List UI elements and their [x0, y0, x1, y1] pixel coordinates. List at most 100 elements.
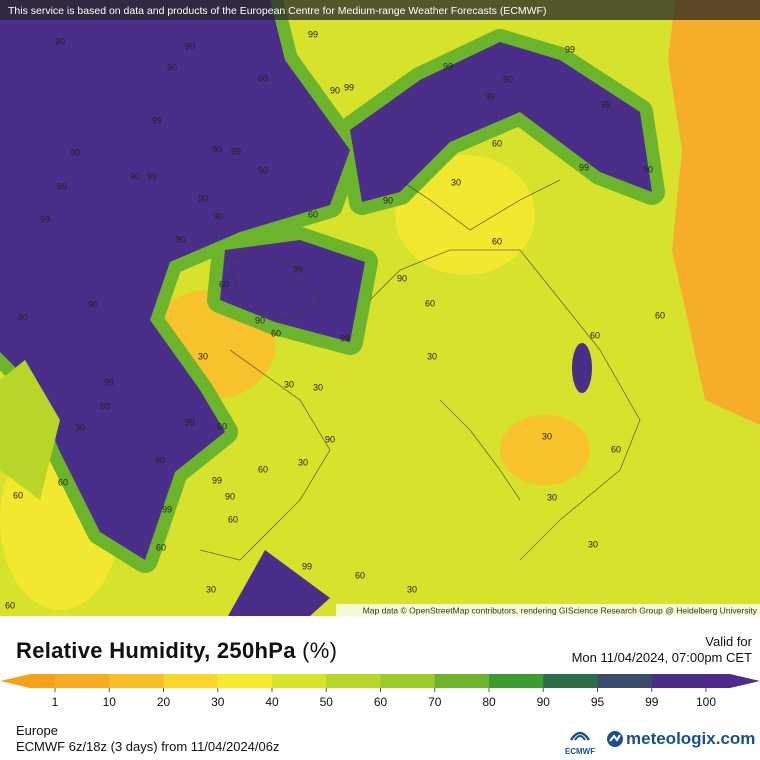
contour-label: 60	[156, 542, 166, 552]
legend-swatch	[543, 674, 598, 688]
contour-label: 99	[40, 214, 50, 224]
contour-label: 90	[330, 85, 340, 95]
contour-label: 30	[198, 351, 208, 361]
legend-arrow	[0, 674, 55, 688]
contour-label: 99	[57, 181, 67, 191]
ecmwf-text: ECMWF	[564, 747, 596, 756]
valid-label: Valid for	[705, 634, 752, 649]
legend-swatch	[326, 674, 381, 688]
contour-label: 60	[228, 514, 238, 524]
contour-label: 60	[308, 209, 318, 219]
footer-info: Europe ECMWF 6z/18z (3 days) from 11/04/…	[16, 723, 279, 755]
contour-label: 90	[55, 36, 65, 46]
legend-swatch	[55, 674, 110, 688]
contour-label: 90	[255, 315, 265, 325]
model-run: ECMWF 6z/18z (3 days) from 11/04/2024/06…	[16, 739, 280, 754]
contour-label: 90	[18, 312, 28, 322]
ecmwf-attribution: This service is based on data and produc…	[8, 5, 546, 17]
contour-label: 90	[155, 455, 165, 465]
contour-label: 90	[213, 211, 223, 221]
contour-label: 30	[407, 584, 417, 594]
map-attribution: Map data © OpenStreetMap contributors, r…	[363, 605, 758, 615]
contour-label: 30	[75, 422, 85, 432]
attribution-bg	[336, 604, 760, 616]
contour-label: 99	[344, 82, 354, 92]
contour-label: 90	[383, 195, 393, 205]
contour-label: 90	[325, 434, 335, 444]
contour-label: 90	[70, 147, 80, 157]
contour-label: 99	[579, 162, 589, 172]
legend-swatch	[489, 674, 544, 688]
colorbar: 1 10 20 30 40 50 60 70 80 90 95 99 100	[0, 674, 760, 709]
contour-label: 30	[298, 457, 308, 467]
header-bar	[0, 0, 760, 20]
contour-label: 99	[293, 264, 303, 274]
legend-swatch	[597, 674, 653, 688]
legend-swatch	[109, 674, 164, 688]
contour-label: 90	[176, 234, 186, 244]
title: Relative Humidity, 250hPa (%)	[16, 638, 337, 664]
region: Europe	[16, 723, 58, 738]
contour-label: 99	[308, 29, 318, 39]
contour-label: 60	[425, 298, 435, 308]
contour-label: 60	[590, 330, 600, 340]
contour-label: 90	[503, 74, 513, 84]
contour-label: 30	[313, 382, 323, 392]
coastlines	[199, 179, 641, 561]
contour-label: 60	[219, 279, 229, 289]
dry-area	[668, 0, 760, 425]
ecmwf-logo: ECMWF	[560, 728, 600, 756]
contour-label: 30	[284, 379, 294, 389]
contour-label: 99	[340, 333, 350, 343]
dry-area	[395, 155, 535, 275]
contour-label: 99	[302, 561, 312, 571]
legend-swatch	[272, 674, 327, 688]
contour-label: 90	[198, 193, 208, 203]
contour-label: 60	[258, 73, 268, 83]
contour-label: 90	[212, 144, 222, 154]
legend-tick-label: 95	[591, 695, 605, 709]
contour-label: 30	[547, 492, 557, 502]
legend-tick-label: 99	[645, 695, 659, 709]
contour-label: 60	[58, 477, 68, 487]
legend-swatch	[434, 674, 490, 688]
contour-label: 30	[588, 539, 598, 549]
valid-time: Mon 11/04/2024, 07:00pm CET	[571, 650, 752, 665]
legend-swatch	[651, 674, 707, 688]
saturated-area	[0, 0, 652, 616]
legend-tick-label: 90	[537, 695, 551, 709]
contour-label: 60	[217, 421, 227, 431]
meteologix-text: meteologix.com	[626, 729, 756, 748]
legend-swatch	[217, 674, 273, 688]
legend-tick-label: 1	[52, 695, 59, 709]
contour-label: 90	[167, 62, 177, 72]
map: 90 90 99 60 90 90 99 99 90 99 99 99 99 90 90 99 90 99 99 90…	[0, 0, 760, 616]
contour-label: 60	[492, 138, 502, 148]
legend-tick-label: 40	[265, 695, 279, 709]
meteologix-logo: meteologix.com	[606, 729, 755, 749]
contour-label: 99	[162, 504, 172, 514]
legend-tick-label: 80	[482, 695, 496, 709]
contour-label: 60	[271, 328, 281, 338]
valid-box: Valid for Mon 11/04/2024, 07:00pm CET	[572, 634, 752, 666]
meteologix-icon	[607, 731, 623, 747]
contour-label: 90	[643, 164, 653, 174]
contour-label: 30	[206, 584, 216, 594]
contour-label: 60	[100, 401, 110, 411]
contour-label: 99	[565, 44, 575, 54]
contour-label: 60	[492, 236, 502, 246]
contour-label: 99	[185, 417, 195, 427]
ecmwf-icon	[569, 731, 591, 741]
contour-label: 90	[258, 165, 268, 175]
contour-label: 90	[397, 273, 407, 283]
contour-label: 90	[130, 171, 140, 181]
contour-label: 99	[231, 146, 241, 156]
contour-label: 99	[212, 475, 222, 485]
contour-label: 99	[443, 61, 453, 71]
legend-tick-label: 100	[696, 695, 716, 709]
legend-swatch	[163, 674, 219, 688]
contour-label: 30	[542, 431, 552, 441]
legend-tick-label: 10	[103, 695, 117, 709]
contour-label: 30	[427, 351, 437, 361]
